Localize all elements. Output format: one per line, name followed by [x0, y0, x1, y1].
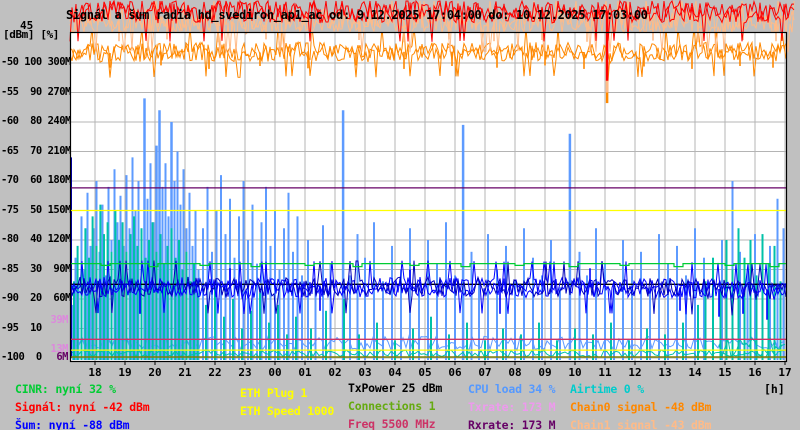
- rate-marker-label: 39M: [50, 313, 69, 326]
- legend-freq: Freq 5500 MHz: [348, 417, 436, 430]
- x-tick-label: 17: [778, 366, 792, 379]
- x-tick-label: 03: [358, 366, 372, 379]
- x-tick-label: 20: [148, 366, 162, 379]
- y-axis-label: -55 90 270M: [1, 85, 71, 98]
- x-tick-label: 13: [658, 366, 672, 379]
- x-tick-label: 05: [418, 366, 432, 379]
- y-axis-label: -85 30 90M: [1, 262, 71, 275]
- y-axis-label: -50 100 300M: [1, 56, 71, 68]
- y-axis-label: -70 60 180M: [1, 174, 71, 186]
- x-tick-label: 16: [748, 366, 762, 379]
- legend-chain1: Chain1 signal -43 dBm: [570, 418, 712, 430]
- x-tick-label: 07: [478, 366, 492, 379]
- x-tick-label: 19: [118, 366, 132, 379]
- x-tick-label: 01: [298, 366, 312, 379]
- x-axis-unit: [h]: [764, 382, 785, 396]
- x-tick-label: 23: [238, 366, 252, 379]
- rate-marker-label: 13M: [50, 343, 69, 356]
- x-tick-label: 02: [328, 366, 342, 379]
- legend-sum: Šum: nyní -88 dBm: [15, 418, 130, 430]
- y-axis-label: -95 10: [1, 321, 71, 334]
- axis-top-value: 45: [20, 19, 34, 32]
- x-tick-label: 22: [208, 366, 222, 379]
- x-tick-label: 09: [538, 366, 552, 379]
- legend-rxrate: Rxrate: 173 M: [468, 418, 556, 430]
- legend-eth-plug: ETH Plug 1: [240, 386, 308, 400]
- legend-chain0: Chain0 signal -48 dBm: [570, 400, 712, 414]
- chart-title: Signál a šum radia hd_svediroh_ap1_ac od…: [66, 8, 648, 22]
- x-tick-label: 10: [568, 366, 582, 379]
- x-tick-label: 11: [598, 366, 612, 379]
- x-tick-label: 18: [88, 366, 102, 379]
- x-tick-label: 15: [718, 366, 732, 379]
- y-axis-label: -60 80 240M: [1, 115, 71, 127]
- x-tick-label: 06: [448, 366, 462, 379]
- y-axis-label: -100 0: [1, 351, 71, 363]
- x-tick-label: 08: [508, 366, 522, 379]
- legend-txpower: TxPower 25 dBm: [348, 381, 443, 395]
- y-axis-label: -65 70 210M: [1, 144, 71, 157]
- x-tick-label: 00: [268, 366, 282, 379]
- rate-marker-label: 6M: [56, 351, 68, 364]
- y-axis-label: -75 50 150M: [1, 203, 71, 216]
- legend-txrate: Txrate: 173 M: [468, 400, 556, 414]
- x-tick-label: 04: [388, 366, 402, 379]
- x-tick-label: 21: [178, 366, 192, 379]
- legend-signal: Signál: nyní -42 dBm: [15, 400, 150, 414]
- legend-airtime: Airtime 0 %: [570, 382, 644, 396]
- axis-units-label: [dBm] [%]: [3, 28, 60, 41]
- legend-eth-speed: ETH Speed 1000: [240, 404, 335, 418]
- legend-connections: Connections 1: [348, 399, 436, 413]
- x-tick-label: 14: [688, 366, 702, 379]
- legend-cpu-load: CPU load 34 %: [468, 382, 556, 396]
- y-axis-label: -90 20 60M: [1, 292, 71, 304]
- legend-cinr: CINR: nyní 32 %: [15, 382, 116, 396]
- x-tick-label: 12: [628, 366, 642, 379]
- y-axis-label: -80 40 120M: [1, 233, 71, 245]
